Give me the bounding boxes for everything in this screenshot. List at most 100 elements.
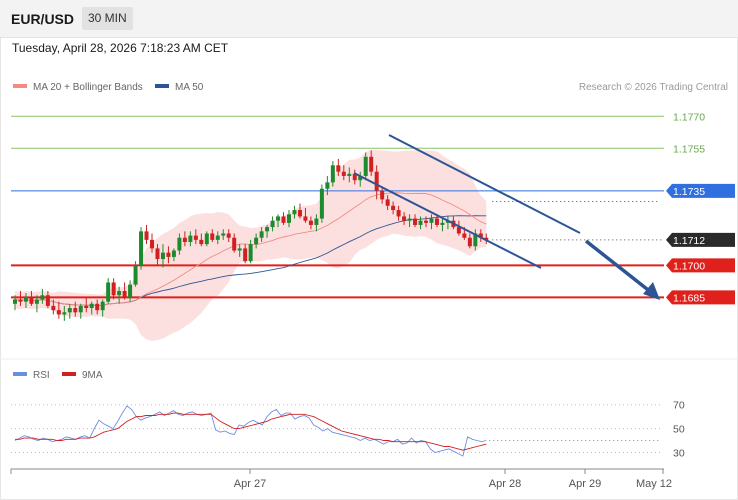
level-label-1.1770: 1.1770 xyxy=(673,111,705,123)
candle-body xyxy=(133,265,138,285)
candle-body xyxy=(473,233,478,247)
candle-body xyxy=(84,305,89,309)
candle-body xyxy=(287,214,291,223)
candle-body xyxy=(358,175,363,181)
candle-body xyxy=(199,239,204,245)
candle-body xyxy=(424,220,428,223)
rsi-panel: 70 50 30 xyxy=(11,400,685,459)
level-label-1.1755: 1.1755 xyxy=(673,143,705,155)
candle-body xyxy=(122,291,127,298)
timeframe-button[interactable]: 30 MIN xyxy=(82,7,133,30)
candle-body xyxy=(215,235,220,240)
channel-lower-line xyxy=(353,172,542,269)
candle-body xyxy=(89,303,94,309)
candle-body xyxy=(13,299,17,304)
candle-body xyxy=(325,182,330,189)
level-tag-1.1712 xyxy=(666,232,735,247)
candle-body xyxy=(314,218,319,225)
candle-body xyxy=(341,171,346,176)
candle-body xyxy=(232,237,237,251)
candle-body xyxy=(166,252,171,257)
candle-body xyxy=(259,231,264,238)
candle-body xyxy=(429,218,434,223)
time-tick-label-apr-28: Apr 28 xyxy=(489,478,521,490)
candle-body xyxy=(117,291,122,296)
rsi-line xyxy=(14,405,487,457)
candle-body xyxy=(100,301,105,311)
candle-body xyxy=(413,218,418,225)
candle-body xyxy=(336,165,341,172)
level-tag-1.1700 xyxy=(666,258,735,273)
candle-body xyxy=(456,227,461,234)
price-panel: 1.1770 1.1755 1.1735 1.1712 1.1700 1.1685 xyxy=(11,111,735,341)
candle-body xyxy=(484,237,489,240)
symbol-label: EUR/USD xyxy=(11,11,75,27)
level-label-1.1700: 1.1700 xyxy=(673,260,705,272)
ma20-legend-label: MA 20 + Bollinger Bands xyxy=(33,82,143,93)
candle-body xyxy=(292,210,297,215)
candle-body xyxy=(276,216,281,221)
candle-body xyxy=(40,295,45,300)
ma50-legend-swatch xyxy=(155,84,169,88)
candle-body xyxy=(402,216,407,221)
level-label-1.1735: 1.1735 xyxy=(673,186,705,198)
candle-body xyxy=(243,248,248,262)
candle-body xyxy=(380,190,385,200)
candle-body xyxy=(95,303,100,311)
rsi-tick-label-70: 70 xyxy=(673,400,685,412)
level-tag-1.1735 xyxy=(666,183,735,198)
candle-body xyxy=(418,220,423,225)
rsi-ma-line xyxy=(15,412,487,451)
ma20-legend-swatch xyxy=(13,84,27,88)
time-tick-label-apr-27: Apr 27 xyxy=(234,478,266,490)
level-tag-1.1685 xyxy=(666,290,735,305)
time-axis: Apr 27 Apr 28 Apr 29 May 12 xyxy=(10,469,672,490)
chart-datetime: Tuesday, April 28, 2026 7:18:23 AM CET xyxy=(12,41,229,55)
candle-body xyxy=(78,305,83,313)
forecast-arrow-shaft xyxy=(584,239,654,295)
candle-body xyxy=(160,252,165,260)
candle-body xyxy=(347,173,352,176)
candle-body xyxy=(297,210,302,217)
candle-body xyxy=(319,188,324,219)
candle-body xyxy=(51,305,56,311)
candle-body xyxy=(407,218,412,221)
candle-body xyxy=(204,233,209,245)
candle-body xyxy=(171,250,176,257)
candle-body xyxy=(462,233,467,238)
level-label-1.1712: 1.1712 xyxy=(673,235,705,247)
candle-body xyxy=(265,227,270,232)
rsi-ma-legend-swatch xyxy=(62,372,76,376)
candle-body xyxy=(281,216,286,223)
rsi-legend-swatch xyxy=(13,372,27,376)
candle-body xyxy=(111,282,116,296)
forecast-arrow-head xyxy=(643,282,660,300)
candle-body xyxy=(396,210,401,217)
rsi-ma-legend-label: 9MA xyxy=(82,370,103,381)
candle-body xyxy=(248,244,253,262)
candle-body xyxy=(330,165,335,183)
candle-body xyxy=(369,156,374,172)
candle-body xyxy=(363,156,368,176)
candle-body xyxy=(150,239,154,249)
candle-body xyxy=(391,205,396,211)
rsi-legend-label: RSI xyxy=(33,370,50,381)
candle-body xyxy=(193,235,198,240)
candle-body xyxy=(18,299,23,302)
candle-body xyxy=(106,282,111,302)
candle-body xyxy=(478,233,483,238)
candle-body xyxy=(128,284,133,298)
candle-body xyxy=(385,199,390,206)
chart-header: EUR/USD 30 MIN xyxy=(0,0,738,38)
time-tick-label-may-12: May 12 xyxy=(636,478,672,490)
candle-body xyxy=(73,308,78,313)
candle-body xyxy=(182,237,187,242)
candle-body xyxy=(352,173,357,181)
candle-body xyxy=(308,220,313,225)
candle-body xyxy=(62,312,67,315)
candle-body xyxy=(254,237,259,245)
candle-body xyxy=(29,297,34,304)
candle-body xyxy=(188,235,193,242)
candle-body xyxy=(434,218,439,225)
